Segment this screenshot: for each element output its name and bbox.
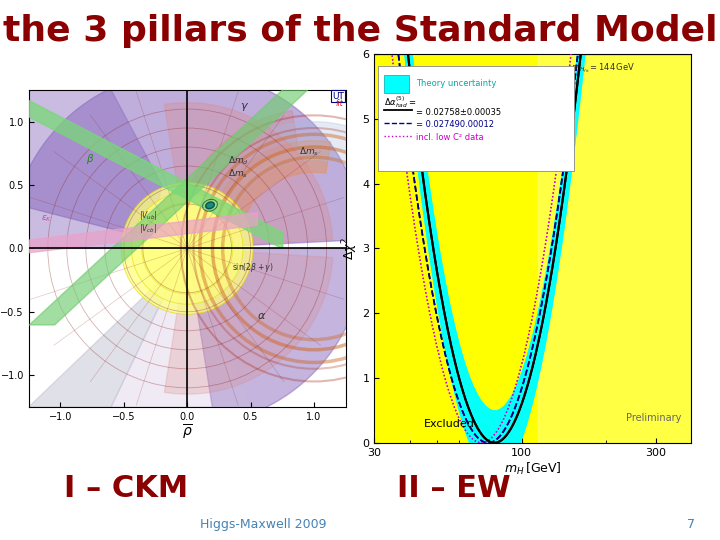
Text: $m_{H_{fit}} = 144\,\mathrm{GeV}$: $m_{H_{fit}} = 144\,\mathrm{GeV}$ <box>571 62 635 75</box>
Text: $\gamma$: $\gamma$ <box>240 101 250 113</box>
FancyBboxPatch shape <box>384 76 409 93</box>
Polygon shape <box>111 261 251 407</box>
Ellipse shape <box>206 202 215 208</box>
Text: 7: 7 <box>687 518 695 531</box>
Polygon shape <box>187 122 441 248</box>
Text: Theory uncertainty: Theory uncertainty <box>415 79 496 88</box>
Text: incl. low C² data: incl. low C² data <box>415 133 483 143</box>
Text: fit: fit <box>336 99 343 108</box>
Text: $\beta$: $\beta$ <box>86 152 94 166</box>
X-axis label: $\overline{\rho}$: $\overline{\rho}$ <box>181 423 193 442</box>
Text: Excluded: Excluded <box>424 418 475 429</box>
FancyBboxPatch shape <box>377 66 574 171</box>
Polygon shape <box>29 261 181 407</box>
Polygon shape <box>174 111 297 248</box>
Text: $\alpha$: $\alpha$ <box>257 312 266 321</box>
Text: the 3 pillars of the Standard Model: the 3 pillars of the Standard Model <box>3 14 717 48</box>
Text: $|V_{ub}|$: $|V_{ub}|$ <box>139 209 158 222</box>
Polygon shape <box>164 249 333 394</box>
Text: $\Delta m_d$: $\Delta m_d$ <box>228 154 248 167</box>
Text: $\Delta m_s$: $\Delta m_s$ <box>299 146 319 158</box>
Text: = 0.027490.00012: = 0.027490.00012 <box>415 120 494 130</box>
Text: I – CKM: I – CKM <box>64 474 188 503</box>
Polygon shape <box>187 248 364 423</box>
Text: UT: UT <box>332 92 344 100</box>
Text: $\sin(2\beta+\gamma)$: $\sin(2\beta+\gamma)$ <box>232 261 274 274</box>
Text: = 0.02758±0.00035: = 0.02758±0.00035 <box>415 107 500 117</box>
Circle shape <box>142 203 233 294</box>
Polygon shape <box>164 103 333 248</box>
Circle shape <box>132 193 243 304</box>
Y-axis label: $\Delta\chi^2$: $\Delta\chi^2$ <box>340 237 359 260</box>
Polygon shape <box>15 71 364 248</box>
Text: $\varepsilon_K$: $\varepsilon_K$ <box>42 213 53 224</box>
Text: $\Delta m_s$: $\Delta m_s$ <box>228 167 248 180</box>
Polygon shape <box>29 90 162 248</box>
Text: Preliminary: Preliminary <box>626 413 682 423</box>
X-axis label: $m_H\,[\mathrm{GeV}]$: $m_H\,[\mathrm{GeV}]$ <box>504 461 562 476</box>
Text: II – EW: II – EW <box>397 474 510 503</box>
Text: $\Delta\alpha_{had}^{(5)} =$: $\Delta\alpha_{had}^{(5)} =$ <box>384 95 416 110</box>
Polygon shape <box>207 141 330 237</box>
Text: $|V_{cb}|$: $|V_{cb}|$ <box>139 221 157 235</box>
Text: Higgs-Maxwell 2009: Higgs-Maxwell 2009 <box>199 518 326 531</box>
Circle shape <box>121 183 253 314</box>
